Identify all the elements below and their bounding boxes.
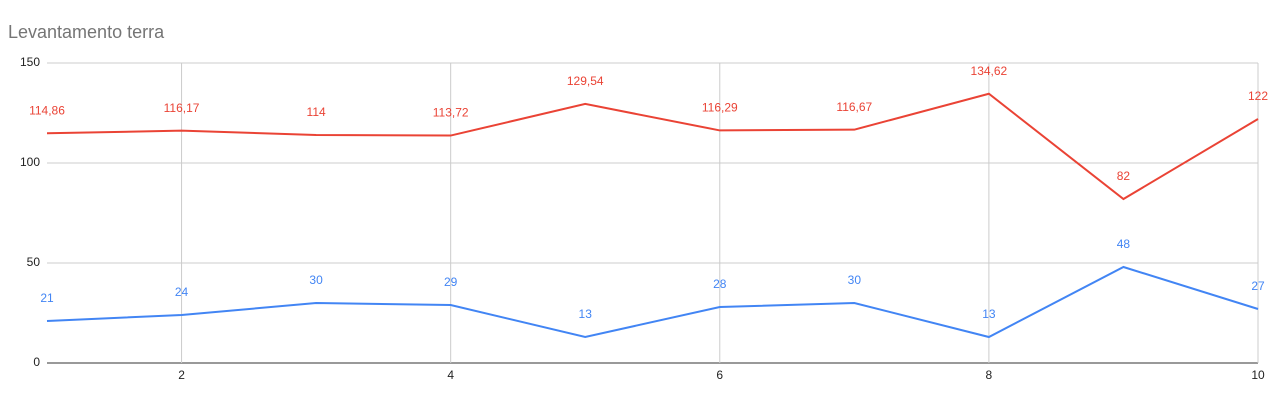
data-label: 27	[1251, 279, 1265, 293]
data-label: 21	[40, 291, 54, 305]
x-tick-label: 10	[1251, 368, 1265, 382]
series-line	[46, 265, 1259, 339]
data-label: 30	[848, 273, 862, 287]
x-tick-label: 4	[447, 368, 454, 382]
data-label: 116,29	[702, 101, 738, 115]
data-label: 134,62	[971, 64, 1008, 78]
data-label: 30	[309, 273, 323, 287]
data-label: 116,17	[164, 101, 200, 115]
data-label: 82	[1117, 169, 1131, 183]
x-tick-label: 2	[178, 368, 185, 382]
data-label: 48	[1117, 237, 1131, 251]
data-label: 29	[444, 275, 458, 289]
data-label: 24	[175, 285, 189, 299]
data-label: 114	[307, 105, 326, 119]
data-label: 116,67	[836, 100, 872, 114]
y-tick-label: 150	[20, 55, 40, 69]
y-tick-label: 100	[20, 155, 40, 169]
y-tick-label: 50	[27, 255, 41, 269]
data-label: 122	[1248, 89, 1268, 103]
data-label: 113,72	[433, 106, 469, 120]
data-label: 129,54	[567, 74, 604, 88]
data-label: 114,86	[29, 103, 65, 117]
y-tick-label: 0	[33, 355, 40, 369]
series-line	[46, 92, 1259, 201]
data-label: 13	[579, 307, 593, 321]
chart-title: Levantamento terra	[8, 22, 165, 42]
x-tick-label: 8	[986, 368, 993, 382]
x-tick-label: 6	[716, 368, 723, 382]
data-label: 28	[713, 277, 727, 291]
data-label: 13	[982, 307, 996, 321]
